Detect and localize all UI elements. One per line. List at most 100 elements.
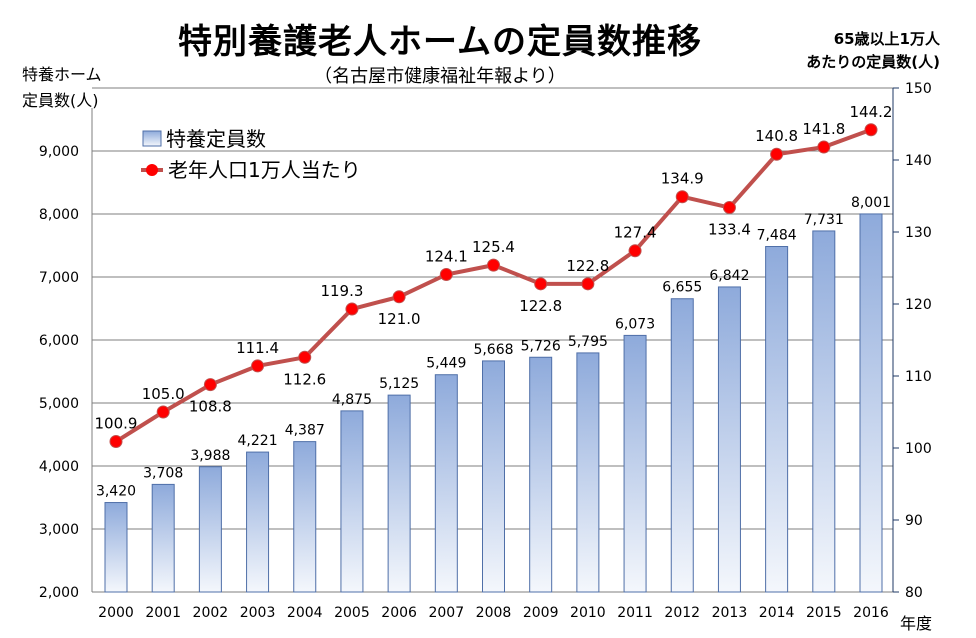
bar-2010 [576, 352, 600, 593]
left-tick-label: 8,000 [39, 207, 79, 223]
left-tick-label: 7,000 [39, 270, 79, 286]
bar-value-label: 6,842 [709, 268, 749, 284]
left-axis-label: 特養ホーム 定員数(人) [22, 62, 132, 114]
bar-value-label: 3,708 [143, 465, 183, 481]
bar-2016 [859, 213, 883, 593]
right-tick-label: 100 [905, 441, 932, 457]
bar-value-label: 3,988 [190, 448, 230, 464]
right-axis-label: 65歳以上1万人 あたりの定員数(人) [770, 28, 940, 74]
right-tick-label: 80 [905, 585, 923, 601]
line-value-label: 100.9 [95, 415, 138, 433]
line-value-label: 141.8 [802, 120, 845, 138]
line-marker-2002 [203, 378, 217, 392]
x-axis-label: 年度 [900, 614, 933, 633]
bar-value-label: 5,795 [568, 334, 608, 350]
x-tick-label: 2016 [853, 605, 889, 621]
bar-value-label: 4,221 [238, 433, 278, 449]
x-tick-label: 2012 [664, 605, 700, 621]
line-marker-2006 [392, 290, 406, 304]
line-value-label: 121.0 [378, 310, 421, 328]
right-tick-label: 130 [905, 225, 932, 241]
legend-bar-swatch [142, 130, 162, 147]
x-tick-label: 2005 [334, 605, 370, 621]
bar-value-label: 4,875 [332, 392, 372, 408]
line-value-label: 122.8 [566, 257, 609, 275]
line-value-label: 111.4 [236, 339, 279, 357]
line-marker-2004 [298, 350, 312, 364]
right-axis-label-line1: 65歳以上1万人 [833, 30, 940, 48]
left-axis-label-line2: 定員数(人) [22, 91, 99, 110]
left-tick-label: 4,000 [39, 459, 79, 475]
line-marker-2014 [770, 147, 784, 161]
line-marker-2013 [722, 201, 736, 215]
line-value-label: 112.6 [283, 370, 326, 388]
x-tick-label: 2001 [145, 605, 181, 621]
line-value-label: 124.1 [425, 247, 468, 265]
right-tick-label: 120 [905, 297, 932, 313]
bar-value-label: 5,668 [473, 342, 513, 358]
line-marker-2008 [487, 258, 500, 272]
bar-value-label: 6,655 [662, 280, 702, 296]
bar-2005 [340, 410, 364, 593]
line-marker-2009 [534, 277, 548, 291]
bar-2013 [717, 286, 741, 593]
legend-bar-label: 特養定員数 [166, 127, 266, 151]
x-tick-label: 2007 [428, 605, 464, 621]
bar-2001 [151, 483, 175, 593]
bar-value-label: 4,387 [285, 423, 325, 439]
line-marker-2010 [581, 277, 595, 291]
x-tick-label: 2014 [759, 605, 795, 621]
x-tick-label: 2013 [712, 605, 748, 621]
bar-2014 [765, 246, 789, 593]
line-value-label: 108.8 [189, 398, 232, 416]
line-marker-2016 [864, 123, 878, 137]
bar-2002 [198, 466, 222, 593]
x-tick-label: 2009 [523, 605, 559, 621]
legend-line-marker [146, 164, 158, 176]
line-marker-2003 [251, 359, 265, 373]
bar-value-label: 8,001 [851, 195, 891, 211]
right-tick-label: 90 [905, 513, 923, 529]
bar-2006 [387, 394, 411, 593]
bar-2008 [482, 360, 505, 593]
x-tick-label: 2000 [98, 605, 134, 621]
line-value-label: 119.3 [320, 282, 363, 300]
bar-value-label: 5,449 [426, 356, 466, 372]
right-axis-label-line2: あたりの定員数(人) [806, 53, 940, 71]
line-value-label: 127.4 [614, 224, 657, 242]
x-tick-label: 2002 [193, 605, 229, 621]
line-value-label: 122.8 [519, 297, 562, 315]
line-value-label: 134.9 [661, 170, 704, 188]
left-axis-label-line1: 特養ホーム [22, 65, 102, 84]
line-value-label: 140.8 [755, 127, 798, 145]
bar-2000 [104, 502, 128, 593]
x-tick-label: 2004 [287, 605, 323, 621]
x-tick-label: 2015 [806, 605, 842, 621]
right-tick-label: 110 [905, 369, 932, 385]
x-tick-label: 2006 [381, 605, 417, 621]
line-marker-2001 [156, 405, 170, 419]
bar-value-label: 5,125 [379, 376, 419, 392]
line-marker-2007 [439, 267, 453, 281]
x-tick-label: 2008 [476, 605, 512, 621]
bar-value-label: 7,731 [804, 212, 844, 228]
line-marker-2011 [628, 244, 642, 258]
legend-line-label: 老年人口1万人当たり [168, 158, 361, 182]
line-value-label: 133.4 [708, 221, 751, 239]
right-tick-label: 140 [905, 153, 932, 169]
x-tick-label: 2003 [240, 605, 276, 621]
x-tick-label: 2011 [617, 605, 653, 621]
left-tick-label: 5,000 [39, 396, 79, 412]
bar-2003 [246, 451, 270, 593]
line-value-label: 105.0 [142, 385, 185, 403]
bar-2012 [670, 298, 694, 593]
left-tick-label: 2,000 [39, 585, 79, 601]
left-tick-label: 6,000 [39, 333, 79, 349]
line-marker-2005 [345, 302, 359, 316]
right-tick-label: 150 [905, 81, 932, 97]
line-marker-2000 [109, 435, 123, 449]
bar-value-label: 7,484 [757, 228, 797, 244]
bar-2011 [623, 334, 647, 593]
